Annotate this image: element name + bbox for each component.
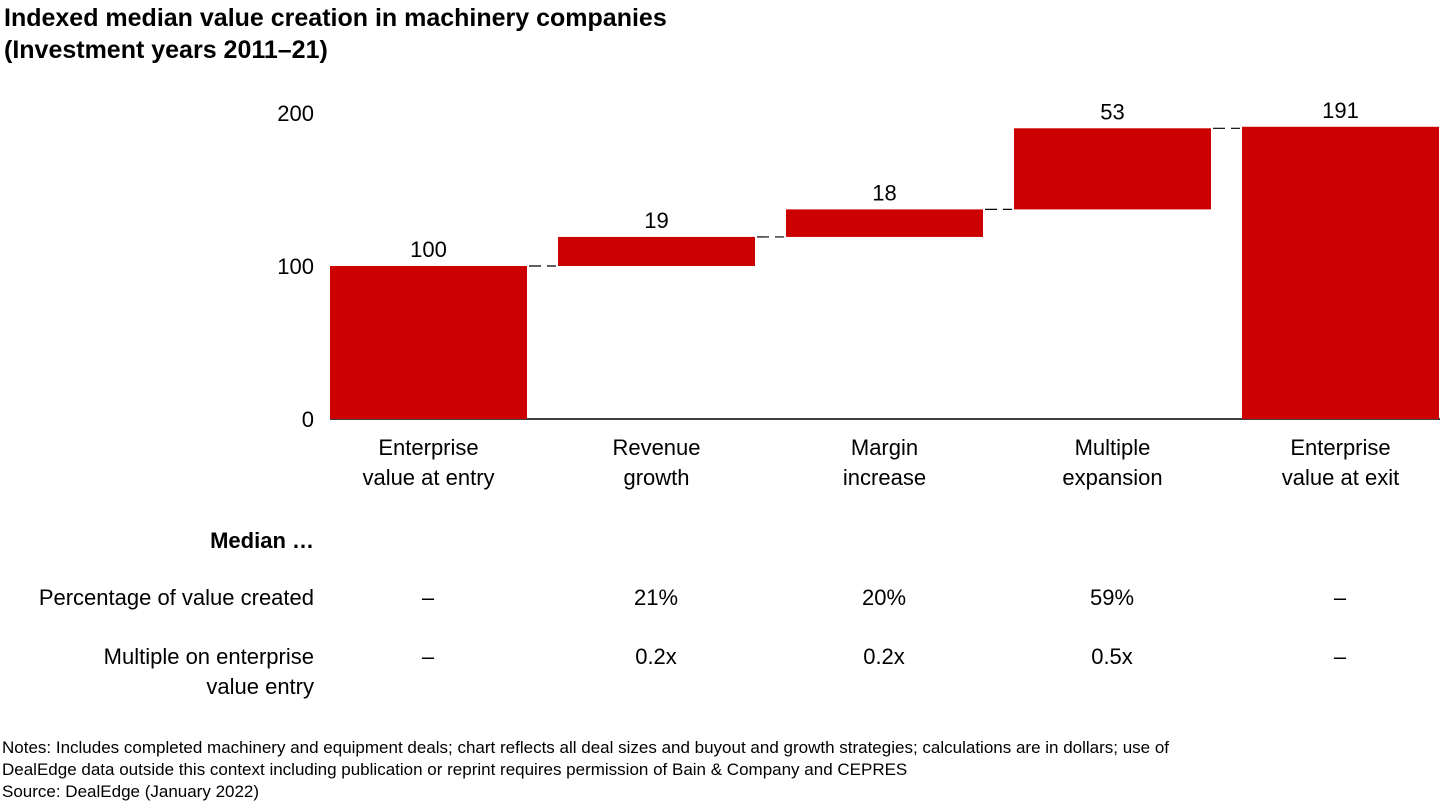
notes-line-1: Notes: Includes completed machinery and …	[2, 738, 1170, 757]
category-label: value at exit	[1282, 465, 1399, 490]
waterfall-bar	[330, 266, 527, 419]
cell-multiple-multiple-expansion: 0.5x	[1091, 644, 1133, 669]
cell-percentage-multiple-expansion: 59%	[1089, 585, 1135, 610]
y-tick-label: 100	[277, 254, 314, 279]
waterfall-bar	[1242, 126, 1439, 420]
cell-percentage-entry: –	[421, 585, 435, 610]
cell-percentage-exit: –	[1333, 585, 1347, 610]
notes-line-2: DealEdge data outside this context inclu…	[2, 760, 908, 779]
row-label-percentage: Percentage of value created	[39, 583, 314, 613]
row-label-multiple-line-2: value entry	[206, 674, 314, 699]
cell-multiple-revenue-growth: 0.2x	[635, 644, 677, 669]
category-label: Multiple	[1075, 435, 1151, 460]
category-label: increase	[843, 465, 926, 490]
cell-multiple-exit: –	[1333, 644, 1347, 669]
y-tick-label: 0	[302, 407, 314, 432]
footnotes: Notes: Includes completed machinery and …	[2, 737, 1432, 803]
row-label-multiple-line-1: Multiple on enterprise	[103, 644, 314, 669]
table-header: Median …	[210, 528, 314, 553]
data-label: 18	[872, 180, 896, 205]
cell-percentage-revenue-growth: 21%	[633, 585, 679, 610]
category-label: Margin	[851, 435, 918, 460]
category-label: growth	[623, 465, 689, 490]
data-label: 19	[644, 208, 668, 233]
source-line: Source: DealEdge (January 2022)	[2, 782, 260, 801]
chart-title: Indexed median value creation in machine…	[4, 2, 667, 66]
waterfall-bar	[1014, 128, 1211, 210]
waterfall-bar	[558, 236, 755, 266]
category-label: Revenue	[612, 435, 700, 460]
cell-percentage-margin-increase: 20%	[861, 585, 907, 610]
category-label: Enterprise	[1290, 435, 1390, 460]
cell-multiple-entry: –	[421, 644, 435, 669]
category-label: expansion	[1062, 465, 1162, 490]
data-label: 53	[1100, 99, 1124, 124]
chart-title-line-1: Indexed median value creation in machine…	[4, 4, 667, 32]
row-label-multiple: Multiple on enterprise value entry	[104, 642, 314, 702]
waterfall-bar	[786, 209, 983, 237]
chart-title-line-2: (Investment years 2011–21)	[4, 36, 328, 64]
row-label-percentage-line-1: Percentage of value created	[38, 585, 314, 610]
category-label: value at entry	[362, 465, 494, 490]
waterfall-chart: 0 100 200 100 Enterprise value at entry 19 Reve…	[277, 98, 1440, 490]
cell-multiple-margin-increase: 0.2x	[863, 644, 905, 669]
data-label: 191	[1322, 98, 1359, 123]
category-label: Enterprise	[378, 435, 478, 460]
data-label: 100	[410, 237, 447, 262]
y-tick-label: 200	[277, 101, 314, 126]
